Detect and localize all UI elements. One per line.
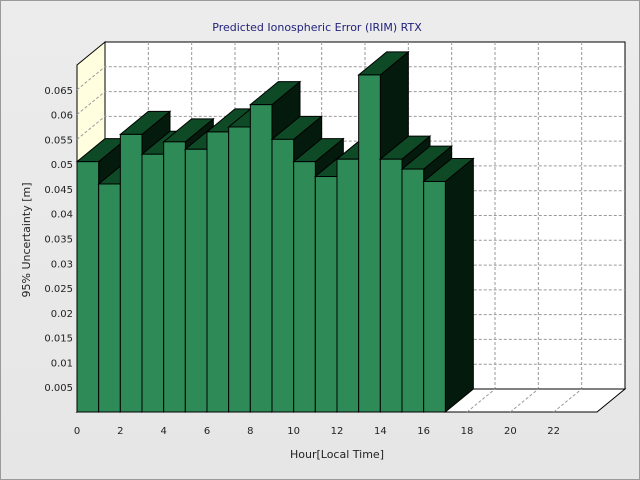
y-tick-label: 0.045 — [44, 185, 73, 196]
bar-front-face — [379, 158, 403, 413]
y-tick-label: 0.065 — [44, 86, 73, 97]
y-tick-label: 0.03 — [51, 259, 73, 270]
y-tick-label: 0.01 — [51, 358, 73, 369]
bar-front-face — [76, 161, 100, 413]
bar-front-face — [293, 161, 316, 413]
floor-gridline — [466, 388, 496, 413]
chart-title: Predicted Ionospheric Error (IRIM) RTX — [212, 21, 422, 34]
bar-front-face — [423, 180, 446, 413]
bar-front-face — [336, 158, 360, 413]
y-tick-label: 0.035 — [44, 235, 73, 246]
x-tick-label: 22 — [547, 426, 560, 437]
bar-front-face — [228, 126, 251, 413]
bar-front-face — [206, 131, 230, 413]
y-tick-label: 0.06 — [51, 111, 73, 122]
x-axis-ticks: 0 2 4 6 8 10 12 14 16 18 20 22 — [74, 426, 560, 437]
bar-front-face — [314, 176, 338, 413]
y-tick-label: 0.005 — [44, 383, 73, 394]
chart-bars — [75, 50, 475, 414]
bar-front-face — [358, 74, 381, 413]
y-axis-label: 95% Uncertainty [m] — [20, 182, 33, 297]
x-tick-label: 14 — [374, 426, 387, 437]
bar-front-face — [119, 133, 143, 413]
x-tick-label: 6 — [204, 426, 210, 437]
y-tick-label: 0.04 — [51, 210, 73, 221]
x-tick-label: 2 — [117, 426, 123, 437]
floor-gridline — [553, 388, 582, 413]
y-gridline — [76, 115, 625, 140]
x-tick-label: 4 — [160, 426, 166, 437]
y-tick-label: 0.025 — [44, 284, 73, 295]
y-gridline — [76, 91, 625, 115]
x-tick-label: 18 — [461, 426, 474, 437]
x-tick-label: 8 — [247, 426, 253, 437]
y-tick-label: 0.015 — [44, 334, 73, 345]
bar-side-face — [444, 157, 474, 414]
bar — [422, 157, 475, 414]
bar-front-face — [401, 168, 425, 413]
bar-front-face — [271, 138, 295, 413]
floor-gridline — [510, 388, 539, 413]
x-tick-label: 10 — [287, 426, 300, 437]
x-tick-label: 20 — [504, 426, 517, 437]
bar-front-face — [184, 148, 208, 413]
y-gridline — [76, 66, 625, 91]
x-axis-label: Hour[Local Time] — [290, 448, 384, 461]
y-tick-label: 0.05 — [51, 160, 73, 171]
bar-front-face — [98, 183, 121, 413]
bar-front-face — [141, 153, 165, 413]
bar-front-face — [249, 104, 273, 413]
x-tick-label: 16 — [417, 426, 430, 437]
x-tick-label: 0 — [74, 426, 80, 437]
y-tick-label: 0.055 — [44, 135, 73, 146]
y-tick-label: 0.02 — [51, 309, 73, 320]
x-tick-label: 12 — [331, 426, 344, 437]
y-axis-ticks: 0.005 0.01 0.015 0.02 0.025 0.03 0.035 0.04 0.04… — [44, 86, 73, 394]
bar-front-face — [163, 141, 186, 413]
